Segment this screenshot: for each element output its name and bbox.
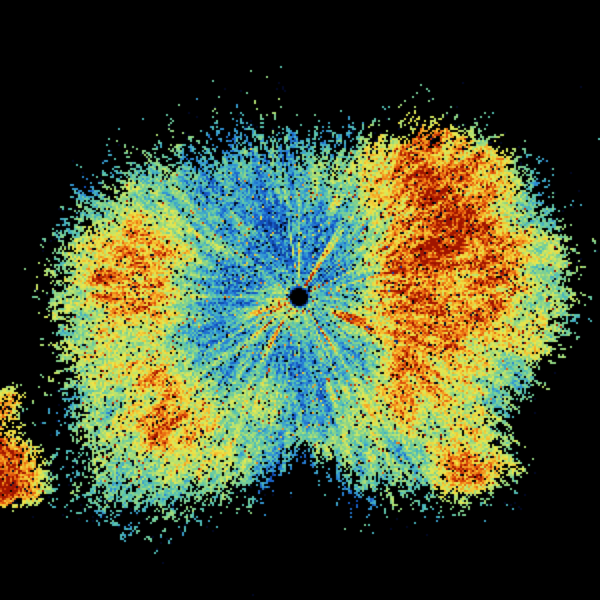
radar-ppi-canvas [0,0,600,600]
radar-display [0,0,600,600]
